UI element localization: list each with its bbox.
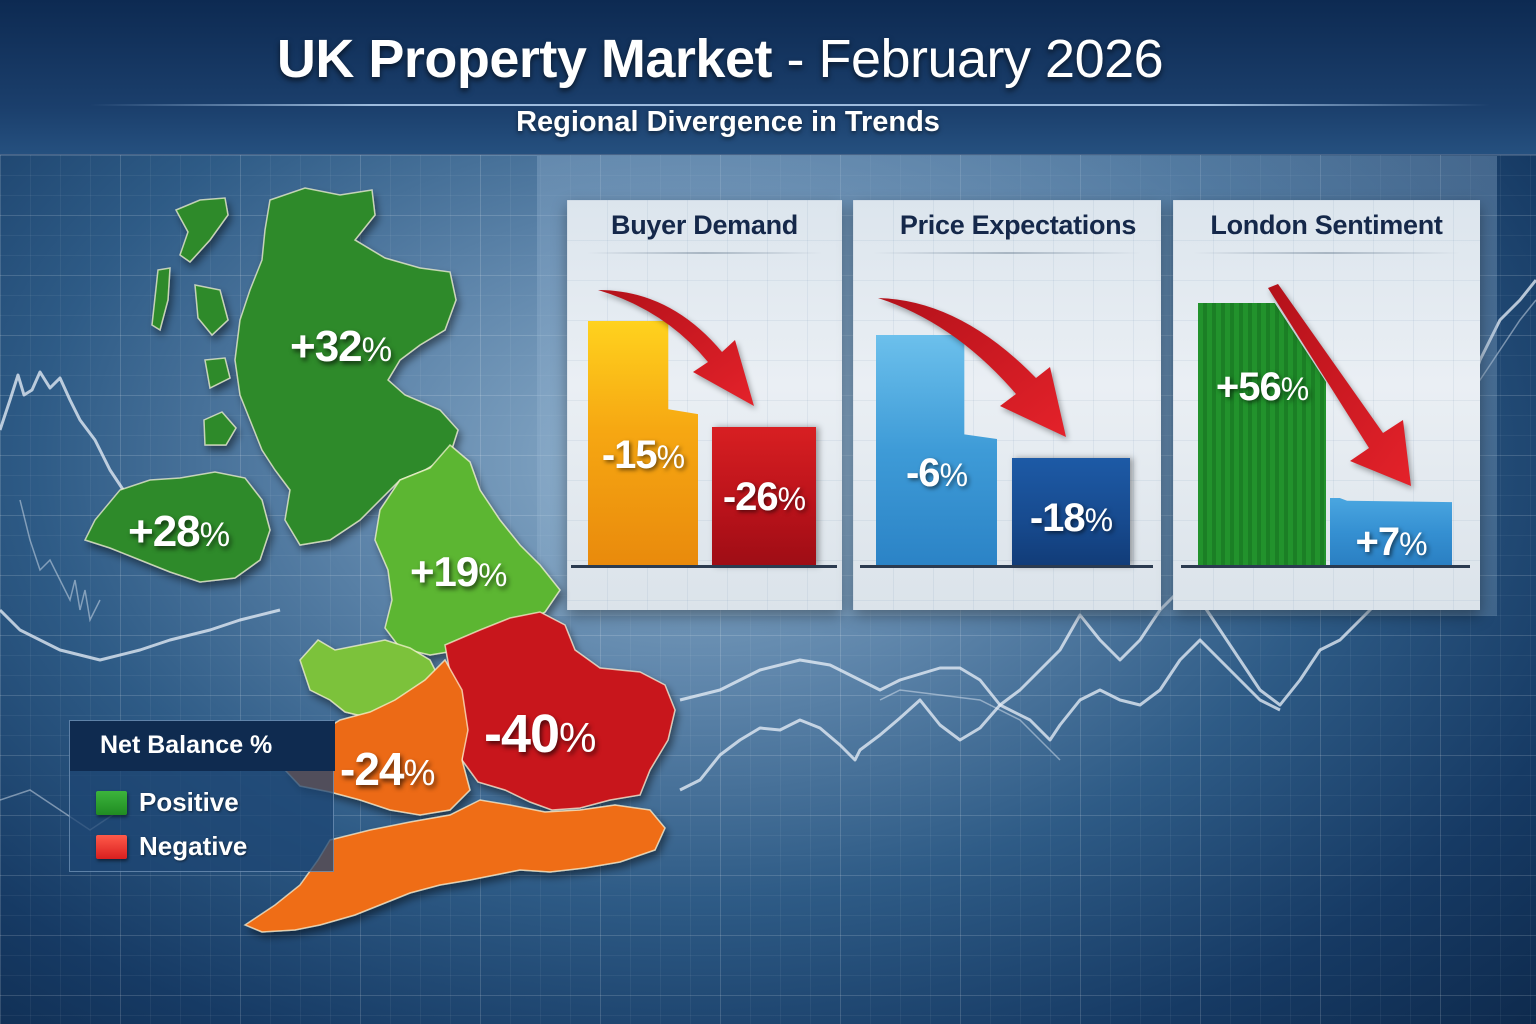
map-region-islands: [174, 197, 229, 263]
panel-title: Price Expectations: [899, 210, 1137, 240]
legend-header: Net Balance %: [70, 721, 335, 771]
map-label-midlands: -24%: [340, 743, 435, 795]
legend: Net Balance % Positive Negative: [69, 720, 335, 872]
swatch-negative: [96, 834, 127, 859]
bar-value: -6: [905, 451, 941, 495]
panel-title: Buyer Demand: [611, 210, 798, 240]
baseline: [1181, 565, 1470, 568]
title-date: - February 2026: [771, 29, 1164, 89]
bar-price-expectations-current: -18%: [1012, 458, 1130, 566]
panel-divider: [1193, 252, 1460, 254]
bar-buyer-demand-current: -26%: [712, 427, 816, 566]
baseline: [571, 565, 837, 568]
legend-item-negative: Negative: [96, 831, 247, 862]
legend-label: Positive: [139, 787, 239, 817]
bar-value: -26: [722, 475, 779, 519]
map-region-islands: [151, 267, 171, 332]
panel-divider: [873, 252, 1141, 254]
header-band: [0, 0, 1536, 155]
map-region-northern-ireland: [83, 471, 271, 583]
map-region-islands: [203, 411, 237, 446]
map-region-islands: [194, 284, 229, 337]
page-title: UK Property Market - February 2026: [0, 28, 1440, 90]
map-label-northern-ireland: +28%: [128, 507, 230, 556]
map-region-islands: [204, 357, 231, 390]
map-region-east-england: [444, 611, 676, 811]
bar-london-sentiment-current: +7%: [1330, 498, 1452, 566]
map-region-south: [243, 799, 666, 933]
bar-value: +7: [1355, 520, 1400, 564]
bar-value: -18: [1029, 496, 1086, 540]
panel-divider: [587, 252, 822, 254]
page-subtitle: Regional Divergence in Trends: [516, 106, 940, 138]
header-divider: [90, 104, 1490, 106]
bar-value: -15: [601, 433, 658, 477]
baseline: [860, 565, 1153, 568]
legend-label: Negative: [139, 831, 248, 861]
legend-title: Net Balance %: [100, 731, 273, 759]
map-label-north-england: +19%: [410, 548, 507, 595]
title-main: UK Property Market: [276, 29, 773, 89]
map-label-east-england: -40%: [484, 704, 597, 764]
map-label-scotland: +32%: [290, 322, 392, 371]
swatch-positive: [96, 790, 127, 815]
panel-title: London Sentiment: [1210, 210, 1443, 240]
legend-item-positive: Positive: [96, 787, 239, 818]
